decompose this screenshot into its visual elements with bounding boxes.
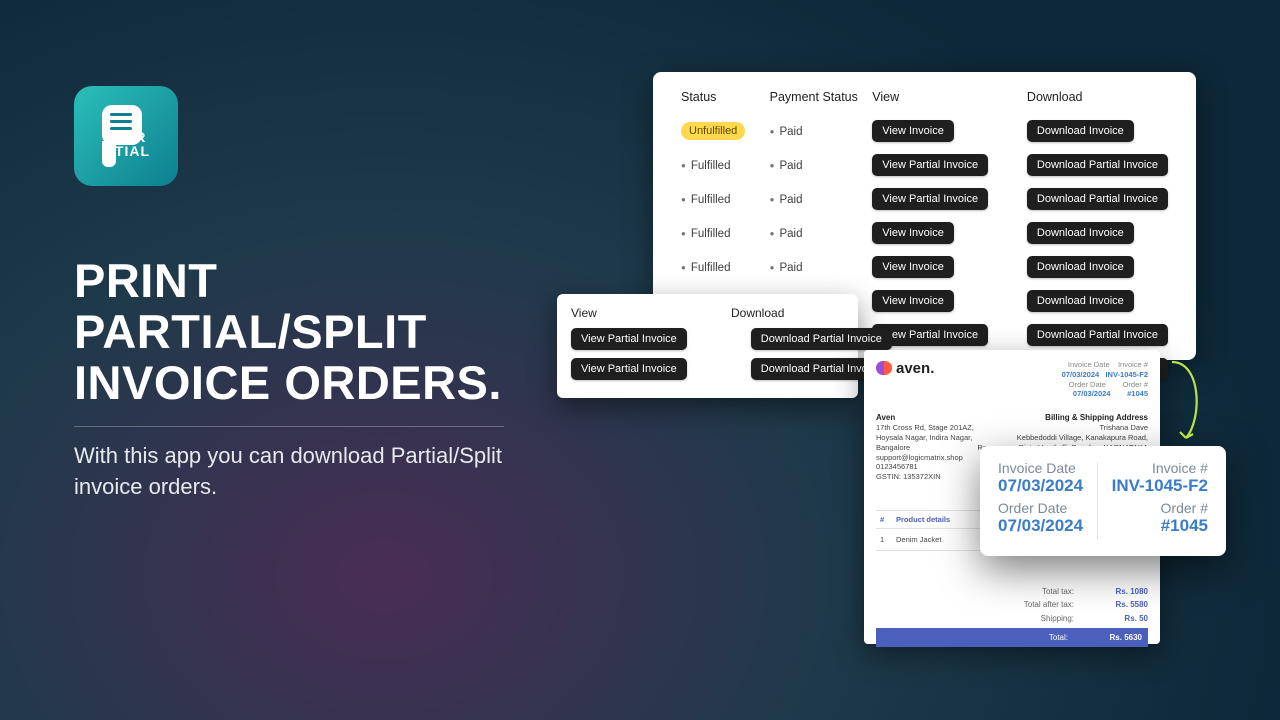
status-badge: Fulfilled bbox=[681, 194, 730, 206]
payment-badge: Paid bbox=[770, 126, 803, 138]
headline: PRINT PARTIAL/SPLIT INVOICE ORDERS. bbox=[74, 256, 524, 408]
marketing-panel: PARTIAL PRINT PARTIAL/SPLIT INVOICE ORDE… bbox=[74, 86, 524, 503]
invoice-totals: Total tax:Rs. 1080 Total after tax:Rs. 5… bbox=[876, 585, 1148, 647]
subheadline: With this app you can download Partial/S… bbox=[74, 441, 524, 503]
table-row: Unfulfilled Paid View Invoice Download Invo… bbox=[681, 114, 1168, 148]
table-row: Fulfilled Paid View Invoice Download Invoic… bbox=[681, 250, 1168, 284]
mini-head-view: View bbox=[571, 306, 731, 320]
view-invoice-button[interactable]: View Partial Invoice bbox=[872, 188, 988, 210]
col-download: Download bbox=[1027, 90, 1168, 114]
payment-badge: Paid bbox=[770, 262, 803, 274]
app-logo: PARTIAL bbox=[74, 86, 178, 186]
col-status: Status bbox=[681, 90, 770, 114]
app-logo-text: PARTIAL bbox=[115, 130, 150, 159]
table-row: Fulfilled Paid View Partial Invoice Downloa… bbox=[681, 182, 1168, 216]
status-badge: Fulfilled bbox=[681, 228, 730, 240]
download-invoice-button[interactable]: Download Invoice bbox=[1027, 222, 1134, 244]
payment-badge: Paid bbox=[770, 194, 803, 206]
callout-value: 07/03/2024 bbox=[998, 476, 1083, 496]
callout-value: 07/03/2024 bbox=[998, 516, 1083, 536]
callout-label: Order Date bbox=[998, 500, 1083, 516]
download-invoice-button[interactable]: Download Invoice bbox=[1027, 120, 1134, 142]
table-row: Fulfilled Paid View Invoice Download Invoic… bbox=[681, 216, 1168, 250]
merchant-logo: aven. bbox=[876, 360, 934, 377]
download-invoice-button[interactable]: Download Invoice bbox=[1027, 256, 1134, 278]
status-badge: Fulfilled bbox=[681, 160, 730, 172]
divider bbox=[74, 426, 504, 427]
view-partial-invoice-button[interactable]: View Partial Invoice bbox=[571, 328, 687, 350]
payment-badge: Paid bbox=[770, 160, 803, 172]
view-invoice-button[interactable]: View Invoice bbox=[872, 222, 954, 244]
callout-label: Order # bbox=[1112, 500, 1208, 516]
merchant-logo-mark bbox=[876, 361, 892, 377]
callout-value: INV-1045-F2 bbox=[1112, 476, 1208, 496]
download-invoice-button[interactable]: Download Partial Invoice bbox=[1027, 324, 1168, 346]
merchant-name: aven. bbox=[896, 360, 934, 377]
mini-head-dl: Download bbox=[731, 306, 784, 320]
download-partial-invoice-button[interactable]: Download Partial Invoice bbox=[751, 328, 892, 350]
view-invoice-button[interactable]: View Invoice bbox=[872, 120, 954, 142]
invoice-meta-callout: Invoice Date 07/03/2024 Order Date 07/03… bbox=[980, 446, 1226, 556]
mini-actions-card: View Download View Partial Invoice Downl… bbox=[557, 294, 858, 398]
download-invoice-button[interactable]: Download Invoice bbox=[1027, 290, 1134, 312]
status-badge: Unfulfilled bbox=[681, 122, 745, 140]
payment-badge: Paid bbox=[770, 228, 803, 240]
arrow-icon bbox=[1166, 360, 1210, 450]
table-row: Fulfilled Paid View Partial Invoice Downloa… bbox=[681, 148, 1168, 182]
download-invoice-button[interactable]: Download Partial Invoice bbox=[1027, 188, 1168, 210]
col-view: View bbox=[872, 90, 1027, 114]
view-invoice-button[interactable]: View Invoice bbox=[872, 290, 954, 312]
view-invoice-button[interactable]: View Partial Invoice bbox=[872, 154, 988, 176]
col-payment: Payment Status bbox=[770, 90, 873, 114]
invoice-meta: Invoice Date Invoice # 07/03/2024 INV-10… bbox=[1062, 360, 1148, 399]
download-invoice-button[interactable]: Download Partial Invoice bbox=[1027, 154, 1168, 176]
view-partial-invoice-button[interactable]: View Partial Invoice bbox=[571, 358, 687, 380]
view-invoice-button[interactable]: View Invoice bbox=[872, 256, 954, 278]
callout-label: Invoice # bbox=[1112, 460, 1208, 476]
callout-label: Invoice Date bbox=[998, 460, 1083, 476]
callout-value: #1045 bbox=[1112, 516, 1208, 536]
status-badge: Fulfilled bbox=[681, 262, 730, 274]
